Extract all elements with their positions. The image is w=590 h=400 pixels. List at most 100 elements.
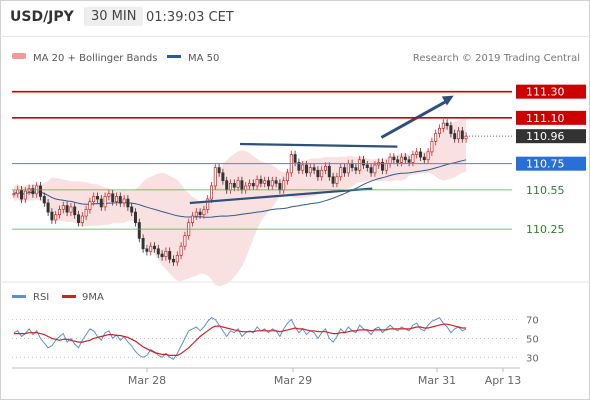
ma20-legend-swatch	[12, 53, 26, 59]
candle-body	[213, 167, 217, 187]
candle-body	[449, 125, 453, 134]
rsi-plot: 30 50 70	[12, 315, 539, 364]
candle-body	[103, 196, 107, 208]
symbol-label: USD/JPY	[10, 9, 74, 25]
chart-header: USD/JPY 30 MIN 01:39:03 CET	[0, 0, 590, 36]
level-badge-resistance	[516, 110, 586, 125]
rsi-tick-label: 50	[526, 334, 539, 345]
candle-body	[286, 172, 289, 182]
candle-body	[274, 180, 278, 184]
candle-body	[23, 190, 27, 200]
candle-body	[31, 188, 35, 195]
candle-body	[282, 180, 286, 191]
price-plot	[12, 95, 468, 287]
candle-body	[232, 182, 236, 188]
candle-body	[115, 196, 118, 203]
candle-body	[191, 215, 194, 223]
candle-body	[331, 176, 335, 184]
target-arrow-head	[441, 95, 454, 106]
candle-body	[96, 196, 99, 200]
level-badge-last	[516, 129, 586, 144]
candle-body	[99, 198, 103, 208]
rsi-legend-swatch	[12, 295, 26, 298]
level-value: 110.55	[526, 184, 565, 197]
candle-body	[453, 133, 457, 140]
candle-body	[217, 167, 221, 174]
candle-body	[84, 209, 88, 217]
bollinger-band	[13, 118, 467, 287]
level-value: 111.10	[526, 112, 565, 125]
level-value: 110.75	[526, 158, 565, 171]
candle-body	[403, 156, 407, 161]
timestamp: 01:39:03 CET	[146, 10, 234, 25]
level-value: 110.96	[526, 130, 565, 143]
level-badge-resistance	[516, 84, 586, 99]
rsi-line	[13, 316, 467, 360]
candle-body	[12, 193, 16, 196]
ma9-legend-swatch	[62, 295, 76, 298]
lower-trendline	[189, 187, 373, 205]
candle-body	[134, 211, 137, 223]
ma50-legend-swatch	[167, 55, 181, 58]
candle-body	[419, 151, 422, 158]
candle-body	[248, 182, 251, 187]
candle-body	[46, 202, 50, 213]
candle-body	[350, 163, 354, 168]
candle-body	[297, 162, 301, 171]
x-tick-label: Mar 28	[128, 374, 166, 387]
ma20-legend-label: MA 20 + Bollinger Bands	[33, 53, 157, 64]
candle-body	[65, 205, 69, 213]
candle-body	[426, 151, 430, 161]
candle-body	[415, 151, 419, 155]
candle-body	[183, 235, 187, 247]
x-axis: Mar 28 Mar 29 Mar 31 Apr 13	[128, 368, 521, 387]
candle-body	[206, 198, 210, 210]
timeframe-badge[interactable]: 30 MIN	[84, 7, 144, 26]
header-divider	[0, 36, 590, 37]
candle-body	[229, 182, 232, 191]
candle-body	[69, 206, 73, 213]
candle-body	[198, 211, 202, 216]
x-tick-label: Mar 29	[274, 374, 312, 387]
candle-body	[396, 159, 400, 163]
candle-body	[438, 127, 441, 134]
candle-body	[153, 245, 156, 250]
candle-body	[407, 159, 411, 163]
candle-body	[301, 164, 305, 171]
rsi-tick-label: 70	[526, 315, 539, 326]
x-tick-label: Apr 13	[485, 374, 522, 387]
candle-body	[175, 255, 179, 263]
candle-body	[194, 211, 198, 217]
candle-body	[457, 130, 460, 140]
candle-body	[324, 165, 327, 171]
candle-body	[308, 167, 312, 174]
candle-body	[381, 162, 384, 171]
candle-body	[80, 215, 84, 223]
candle-body	[320, 169, 324, 178]
candle-body	[267, 180, 270, 187]
candle-body	[305, 164, 308, 174]
candle-body	[263, 180, 267, 184]
candle-body	[92, 196, 96, 203]
candle-body	[202, 209, 206, 216]
candle-body	[77, 214, 80, 223]
ma9-line	[13, 323, 467, 356]
candle-body	[312, 167, 316, 171]
level-value: 111.30	[526, 86, 565, 99]
rsi-legend-label: RSI	[33, 292, 49, 303]
candle-body	[164, 251, 168, 258]
candle-body	[168, 251, 172, 260]
candle-body	[434, 133, 438, 142]
candle-body	[156, 248, 160, 255]
candle-body	[172, 258, 175, 263]
ma50-legend-label: MA 50	[188, 53, 219, 64]
candle-body	[259, 179, 263, 184]
candle-body	[61, 205, 65, 210]
level-value: 110.25	[526, 223, 565, 236]
candle-body	[327, 165, 331, 178]
candle-body	[42, 196, 46, 204]
candle-body	[130, 206, 134, 213]
candle-body	[225, 180, 229, 191]
candle-body	[118, 196, 122, 204]
